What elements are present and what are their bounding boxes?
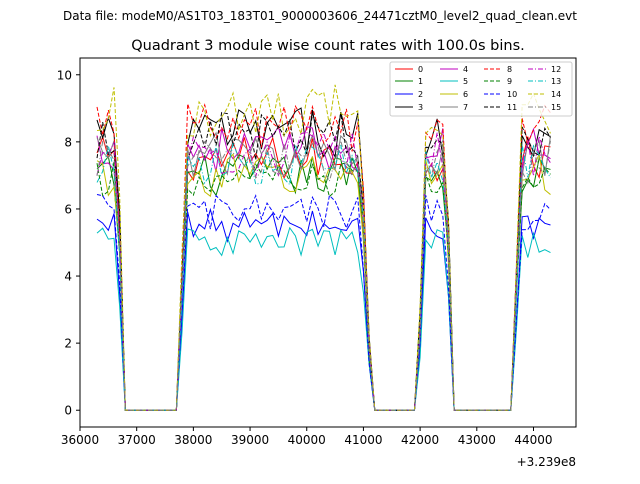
x-tick-label: 37000 — [118, 433, 156, 447]
legend-label-5: 5 — [463, 77, 468, 86]
legend-label-1: 1 — [418, 77, 423, 86]
legend-label-6: 6 — [463, 90, 468, 99]
legend-label-14: 14 — [551, 90, 561, 99]
x-tick-label: 42000 — [401, 433, 439, 447]
y-tick-label: 2 — [64, 337, 72, 351]
legend-label-8: 8 — [507, 65, 512, 74]
legend-label-13: 13 — [551, 77, 561, 86]
x-tick-label: 36000 — [61, 433, 99, 447]
y-axis: 0 2 4 6 8 10 — [57, 68, 80, 418]
legend-label-0: 0 — [418, 65, 423, 74]
data-file-label: Data file: modeM0/AS1T03_183T01_90000036… — [63, 9, 577, 23]
x-axis: 36000 37000 38000 39000 40000 41000 42000 43000… — [61, 427, 553, 447]
legend-label-3: 3 — [418, 103, 423, 112]
y-tick-label: 6 — [64, 202, 72, 216]
y-tick-label: 10 — [57, 68, 72, 82]
legend-label-9: 9 — [507, 77, 512, 86]
x-tick-label: 44000 — [514, 433, 552, 447]
x-offset-label: +3.239e8 — [517, 455, 576, 469]
series-line-15 — [96, 138, 551, 411]
y-tick-label: 8 — [64, 135, 72, 149]
legend-label-7: 7 — [463, 103, 468, 112]
y-tick-label: 4 — [64, 270, 72, 284]
x-tick-label: 43000 — [458, 433, 496, 447]
x-tick-label: 38000 — [174, 433, 212, 447]
plot-frame — [79, 57, 577, 428]
x-tick-label: 39000 — [231, 433, 269, 447]
legend-label-11: 11 — [507, 103, 517, 112]
x-tick-label: 40000 — [288, 433, 326, 447]
series-layer — [96, 84, 551, 411]
legend-label-10: 10 — [507, 90, 517, 99]
legend-label-15: 15 — [551, 103, 561, 112]
legend-frame — [389, 61, 573, 117]
legend-label-12: 12 — [551, 65, 561, 74]
legend-label-2: 2 — [418, 90, 423, 99]
x-tick-label: 41000 — [344, 433, 382, 447]
y-tick-label: 0 — [64, 404, 72, 418]
chart-title: Quadrant 3 module wise count rates with … — [131, 38, 525, 54]
legend-label-4: 4 — [463, 65, 468, 74]
